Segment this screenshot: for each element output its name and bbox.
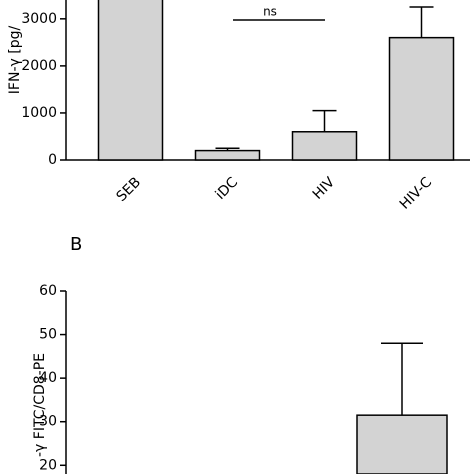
- x-tick-label: HIV-C: [397, 174, 436, 213]
- x-tick-label: iDC: [213, 174, 242, 203]
- y-tick-label: 3000: [21, 11, 57, 27]
- y-tick-label: 20: [39, 457, 57, 473]
- y-tick-label: 0: [48, 152, 57, 168]
- y-tick-label: 1000: [21, 105, 57, 121]
- y-tick-label: 60: [39, 283, 57, 299]
- bar: [194, 149, 261, 161]
- x-tick-label: SEB: [114, 174, 145, 205]
- bar: [388, 36, 455, 161]
- panel-label: B: [70, 234, 82, 255]
- x-tick-label: HIV: [310, 174, 339, 203]
- y-tick-label: 40: [39, 370, 57, 386]
- bar: [356, 414, 448, 474]
- bar: [291, 131, 358, 161]
- y-tick-label: 2000: [21, 58, 57, 74]
- y-axis-label: -γ FITC/CD8-PE: [32, 353, 48, 457]
- bar: [97, 0, 164, 161]
- y-axis-label: IFN-γ [pg/: [7, 26, 23, 95]
- y-tick-label: 50: [39, 327, 57, 343]
- annotation: ns: [263, 5, 277, 19]
- y-tick-label: 30: [39, 414, 57, 430]
